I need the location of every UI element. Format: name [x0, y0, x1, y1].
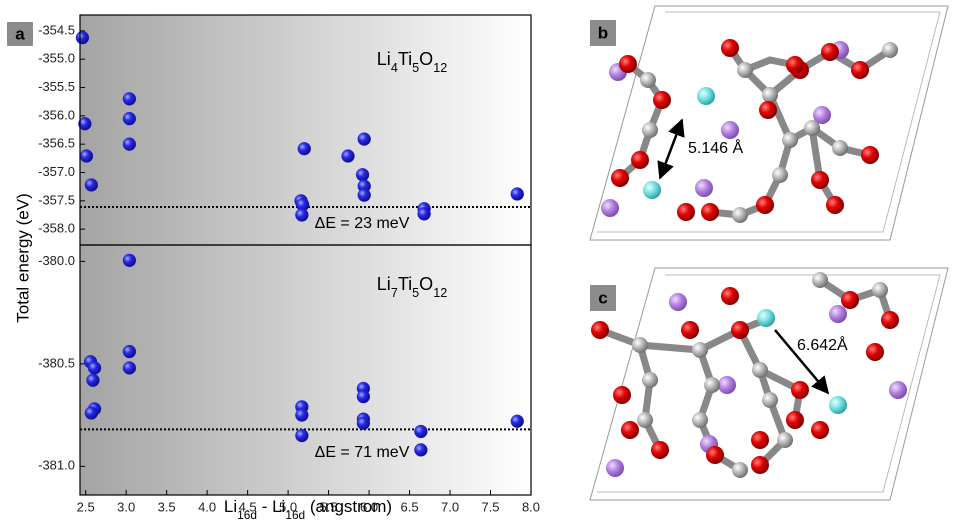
x-tick-label: 4.0: [198, 499, 216, 514]
data-point: [123, 138, 136, 151]
data-point: [86, 374, 99, 387]
data-point: [295, 429, 308, 442]
y-tick-label: -381.0: [38, 458, 75, 473]
subscript: 16d: [285, 508, 305, 520]
data-point: [76, 31, 89, 44]
x-tick-label: 8.0: [522, 499, 540, 514]
data-point: [123, 254, 136, 267]
data-point: [88, 361, 101, 374]
x-tick-label: 2.5: [77, 499, 95, 514]
data-point: [123, 361, 136, 374]
y-tick-label: -380.5: [38, 355, 75, 370]
y-tick-label: -354.5: [38, 22, 75, 37]
data-point: [295, 409, 308, 422]
panel-label: b: [598, 23, 608, 42]
y-axis-label: Total energy (eV): [13, 193, 32, 322]
panel-label: a: [15, 24, 25, 43]
data-point: [123, 345, 136, 358]
x-tick-label: 7.0: [441, 499, 459, 514]
y-tick-label: -357.0: [38, 164, 75, 179]
subscript: 5: [412, 286, 419, 300]
panel-label: c: [598, 288, 607, 307]
y-tick-label: -380.0: [38, 253, 75, 268]
data-point: [295, 208, 308, 221]
x-tick-label: 3.5: [158, 499, 176, 514]
y-tick-label: -355.0: [38, 51, 75, 66]
data-point: [123, 112, 136, 125]
delta-label: ΔE = 71 meV: [315, 444, 410, 461]
data-point: [414, 443, 427, 456]
text-segment: O: [419, 49, 433, 69]
text-segment: Li: [224, 497, 237, 516]
distance-label: 5.146 Å: [688, 138, 743, 157]
x-tick-label: 6.5: [401, 499, 419, 514]
figure: -354.5 -355.0 -355.5 -356.0 -356.5 -357.0 -357…: [0, 0, 954, 520]
data-point: [342, 150, 355, 163]
text-segment: Ti: [398, 274, 412, 294]
y-tick-label: -357.5: [38, 192, 75, 207]
data-point: [358, 133, 371, 146]
text-segment: (angstrom): [305, 497, 392, 516]
y-tick-label: -356.0: [38, 107, 75, 122]
x-tick-label: 7.5: [481, 499, 499, 514]
text-segment: Li: [377, 49, 391, 69]
data-point: [356, 168, 369, 181]
distance-label: 6.642Å: [797, 335, 848, 354]
subscript: 12: [433, 61, 447, 75]
data-point: [123, 92, 136, 105]
data-point: [511, 415, 524, 428]
data-point: [298, 142, 311, 155]
text-segment: Li: [377, 274, 391, 294]
structure-c: [590, 268, 948, 500]
delta-label: ΔE = 23 meV: [315, 215, 410, 232]
data-point: [85, 178, 98, 191]
data-point: [511, 188, 524, 201]
data-point: [414, 425, 427, 438]
data-point: [80, 150, 93, 163]
plot-background: [80, 15, 531, 495]
text-segment: Ti: [398, 49, 412, 69]
subscript: 7: [391, 286, 398, 300]
data-point: [358, 189, 371, 202]
text-segment: O: [419, 274, 433, 294]
data-point: [357, 390, 370, 403]
y-tick-label: -358.0: [38, 221, 75, 236]
subscript: 4: [391, 61, 398, 75]
subscript: 16d: [237, 508, 257, 520]
structure-b: [590, 6, 948, 240]
subscript: 5: [412, 61, 419, 75]
data-point: [418, 207, 431, 220]
text-segment: - Li: [257, 497, 285, 516]
plot-area: -354.5 -355.0 -355.5 -356.0 -356.5 -357.0 -357…: [38, 15, 540, 514]
y-tick-label: -356.5: [38, 136, 75, 151]
data-point: [85, 407, 98, 420]
data-point: [357, 417, 370, 430]
y-tick-label: -355.5: [38, 79, 75, 94]
subscript: 12: [433, 286, 447, 300]
x-tick-label: 3.0: [117, 499, 135, 514]
